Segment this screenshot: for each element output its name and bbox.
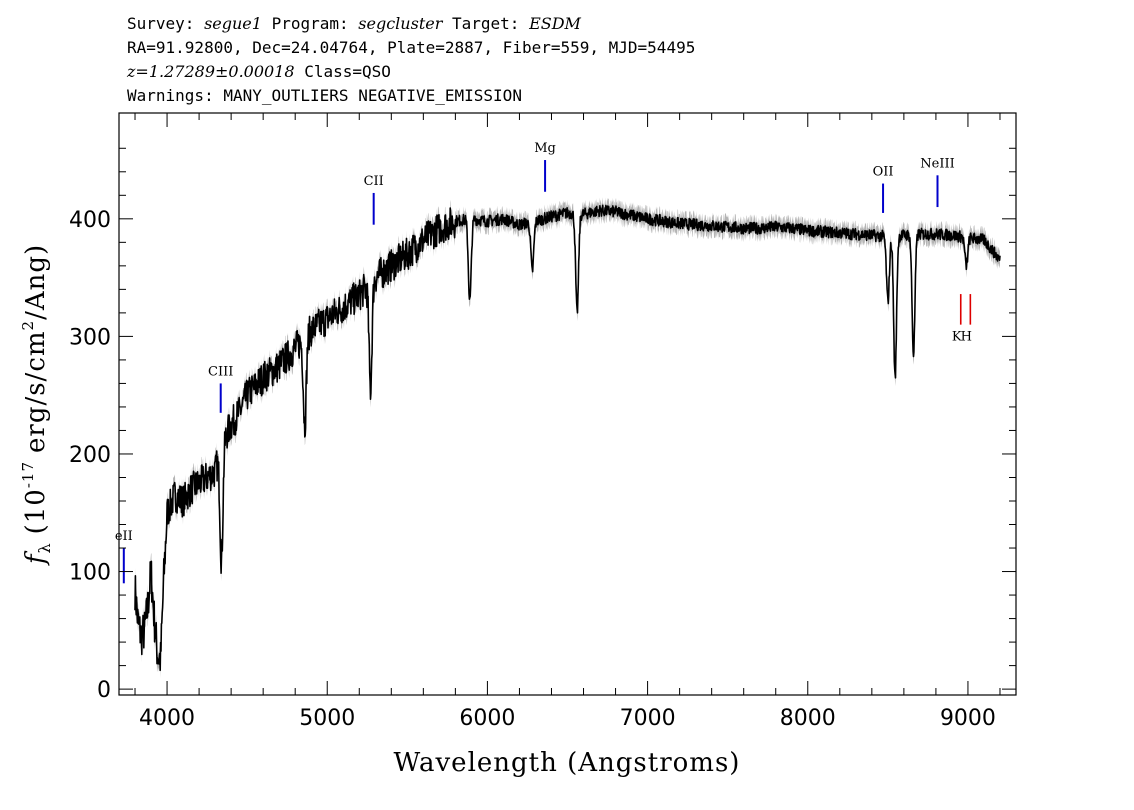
header-line-2: RA=91.92800, Dec=24.04764, Plate=2887, F… bbox=[127, 38, 696, 57]
plot-frame bbox=[118, 112, 1017, 696]
emission-label-ciii: CIII bbox=[208, 364, 233, 379]
x-tick-label: 5000 bbox=[299, 706, 355, 731]
absorption-label-k: K bbox=[952, 330, 962, 345]
program-label: Program: bbox=[271, 14, 349, 33]
y-axis-exponent-2: 2 bbox=[19, 320, 37, 331]
header-line-1: Survey: segue1 Program: segcluster Targe… bbox=[127, 14, 581, 34]
header-line-3: z=1.27289±0.00018 Class=QSO bbox=[127, 62, 391, 82]
redshift-value: z=1.27289±0.00018 bbox=[127, 62, 295, 81]
y-tick-label: 100 bbox=[69, 561, 111, 586]
emission-label-mg: Mg bbox=[534, 141, 556, 156]
y-axis-symbol: f bbox=[21, 550, 51, 566]
emission-label-cii: CII bbox=[364, 174, 384, 189]
error-band bbox=[135, 197, 1000, 679]
header-warnings: Warnings: MANY_OUTLIERS NEGATIVE_EMISSIO… bbox=[127, 86, 522, 105]
y-axis-units-post: /Ang) bbox=[21, 244, 51, 320]
y-axis-subscript: λ bbox=[35, 542, 54, 553]
absorption-label-h: H bbox=[961, 330, 972, 345]
class-value: Class=QSO bbox=[304, 62, 391, 81]
emission-label-eii: eII bbox=[115, 529, 133, 544]
x-tick-label: 4000 bbox=[139, 706, 195, 731]
x-tick-label: 9000 bbox=[940, 706, 996, 731]
x-axis-title: Wavelength (Angstroms) bbox=[394, 748, 741, 778]
emission-label-oii: OII bbox=[873, 165, 894, 180]
x-tick-label: 8000 bbox=[780, 706, 836, 731]
y-tick-label: 300 bbox=[69, 325, 111, 350]
spectrum-line bbox=[134, 204, 1001, 672]
target-label: Target: bbox=[452, 14, 520, 33]
axis-tick-layer: 4000 5000 6000 7000 8000 9000 0 100 200 300 400 bbox=[69, 113, 1016, 731]
error-band-layer bbox=[135, 197, 1000, 679]
survey-label: Survey: bbox=[127, 14, 195, 33]
target-value: ESDM bbox=[529, 14, 581, 33]
y-axis-units-mid: erg/s/cm bbox=[21, 330, 51, 453]
y-axis-exponent-1: -17 bbox=[19, 461, 37, 488]
line-marker-layer: eII CIII CII Mg OII NeIII K H bbox=[115, 141, 972, 584]
y-axis-title: fλ (10-17 erg/s/cm2/Ang) bbox=[19, 244, 54, 566]
spectrum-layer bbox=[134, 204, 1001, 672]
y-tick-label: 200 bbox=[69, 443, 111, 468]
x-tick-label: 7000 bbox=[620, 706, 676, 731]
y-axis-units-pre: (10 bbox=[21, 488, 51, 534]
svg-text:fλ(10-17erg/s/cm2/Ang): fλ (10-17 erg/s/cm2/Ang) bbox=[19, 244, 54, 566]
y-tick-label: 400 bbox=[69, 208, 111, 233]
y-tick-label: 0 bbox=[97, 678, 111, 703]
survey-value: segue1 bbox=[204, 14, 262, 33]
emission-label-neiii: NeIII bbox=[920, 156, 954, 171]
program-value: segcluster bbox=[358, 14, 443, 33]
x-tick-label: 6000 bbox=[459, 706, 515, 731]
